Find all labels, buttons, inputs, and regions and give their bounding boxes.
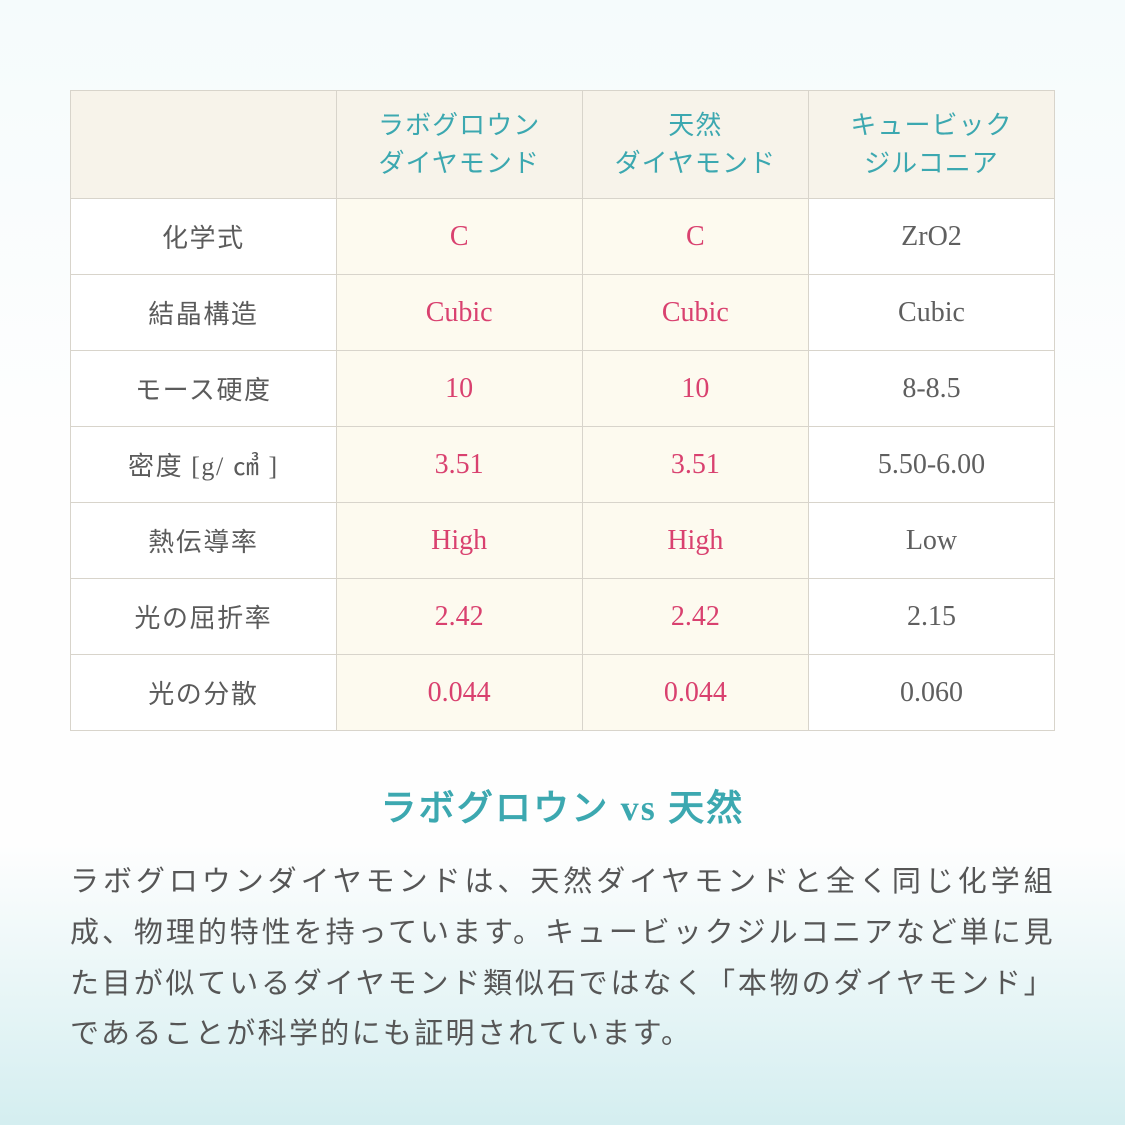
comparison-table: ラボグロウン ダイヤモンド 天然 ダイヤモンド キュービック ジルコニア 化学式… — [70, 90, 1055, 731]
cell-lab: Cubic — [336, 275, 582, 351]
row-label: 熱伝導率 — [71, 503, 337, 579]
header-lab: ラボグロウン ダイヤモンド — [336, 91, 582, 199]
cell-nat: 3.51 — [582, 427, 808, 503]
cell-cz: Low — [808, 503, 1054, 579]
cell-cz: 8-8.5 — [808, 351, 1054, 427]
row-label: 密度 [g/ ㎤ ] — [71, 427, 337, 503]
cell-lab: High — [336, 503, 582, 579]
cell-cz: ZrO2 — [808, 199, 1054, 275]
heading-left: ラボグロウン — [381, 788, 621, 828]
row-label: 結晶構造 — [71, 275, 337, 351]
cell-lab: 0.044 — [336, 655, 582, 731]
body-paragraph: ラボグロウンダイヤモンドは、天然ダイヤモンドと全く同じ化学組成、物理的特性を持っ… — [70, 857, 1055, 1060]
row-label: モース硬度 — [71, 351, 337, 427]
table-row: 化学式 C C ZrO2 — [71, 199, 1055, 275]
cell-lab: C — [336, 199, 582, 275]
header-corner — [71, 91, 337, 199]
table-header-row: ラボグロウン ダイヤモンド 天然 ダイヤモンド キュービック ジルコニア — [71, 91, 1055, 199]
cell-cz: Cubic — [808, 275, 1054, 351]
header-cz-line1: キュービック — [850, 111, 1012, 140]
cell-lab: 3.51 — [336, 427, 582, 503]
cell-lab: 2.42 — [336, 579, 582, 655]
cell-lab: 10 — [336, 351, 582, 427]
cell-nat: High — [582, 503, 808, 579]
table-row: 結晶構造 Cubic Cubic Cubic — [71, 275, 1055, 351]
heading-vs: vs — [621, 788, 657, 828]
header-lab-line1: ラボグロウン — [378, 111, 540, 140]
header-natural-line1: 天然 — [668, 111, 722, 140]
cell-cz: 5.50-6.00 — [808, 427, 1054, 503]
row-label: 光の屈折率 — [71, 579, 337, 655]
header-natural-line2: ダイヤモンド — [615, 149, 776, 178]
heading-right: 天然 — [657, 788, 744, 828]
row-label: 化学式 — [71, 199, 337, 275]
row-label: 光の分散 — [71, 655, 337, 731]
cell-nat: 10 — [582, 351, 808, 427]
header-cz-line2: ジルコニア — [864, 149, 999, 178]
section-heading: ラボグロウン vs 天然 — [70, 779, 1055, 831]
table-row: モース硬度 10 10 8-8.5 — [71, 351, 1055, 427]
header-natural: 天然 ダイヤモンド — [582, 91, 808, 199]
table-row: 熱伝導率 High High Low — [71, 503, 1055, 579]
cell-nat: 0.044 — [582, 655, 808, 731]
cell-nat: Cubic — [582, 275, 808, 351]
cell-nat: 2.42 — [582, 579, 808, 655]
header-cz: キュービック ジルコニア — [808, 91, 1054, 199]
cell-cz: 0.060 — [808, 655, 1054, 731]
table-row: 光の屈折率 2.42 2.42 2.15 — [71, 579, 1055, 655]
cell-cz: 2.15 — [808, 579, 1054, 655]
header-lab-line2: ダイヤモンド — [378, 149, 539, 178]
cell-nat: C — [582, 199, 808, 275]
table-row: 光の分散 0.044 0.044 0.060 — [71, 655, 1055, 731]
table-row: 密度 [g/ ㎤ ] 3.51 3.51 5.50-6.00 — [71, 427, 1055, 503]
